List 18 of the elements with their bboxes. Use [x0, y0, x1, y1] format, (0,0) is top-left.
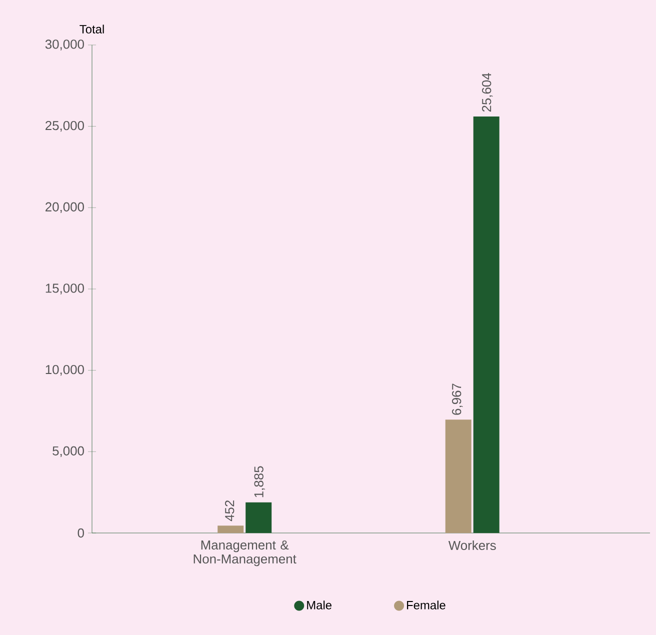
y-tick-label: 30,000 [45, 40, 84, 50]
x-tick-label: Management & Non-Management [194, 540, 296, 566]
y-tick-label: 0 [78, 528, 84, 538]
legend-label: Male [307, 600, 332, 610]
y-tick-label: 10,000 [46, 364, 84, 376]
y-tick-label: 15,000 [46, 284, 84, 294]
y-axis-title: Total [80, 24, 104, 34]
y-tick-label: 5,000 [52, 446, 84, 457]
x-tick-label: Workers [448, 540, 496, 550]
y-tick-label: 20,000 [46, 202, 84, 213]
y-tick-label: 25,000 [46, 120, 84, 132]
text: 6,967 [452, 384, 463, 415]
legend-label: Female [407, 600, 446, 610]
text: 25,604 [482, 73, 493, 112]
bar [445, 420, 472, 533]
bar [218, 526, 244, 533]
text: 1,885 [254, 466, 265, 498]
text: 452 [225, 500, 234, 522]
